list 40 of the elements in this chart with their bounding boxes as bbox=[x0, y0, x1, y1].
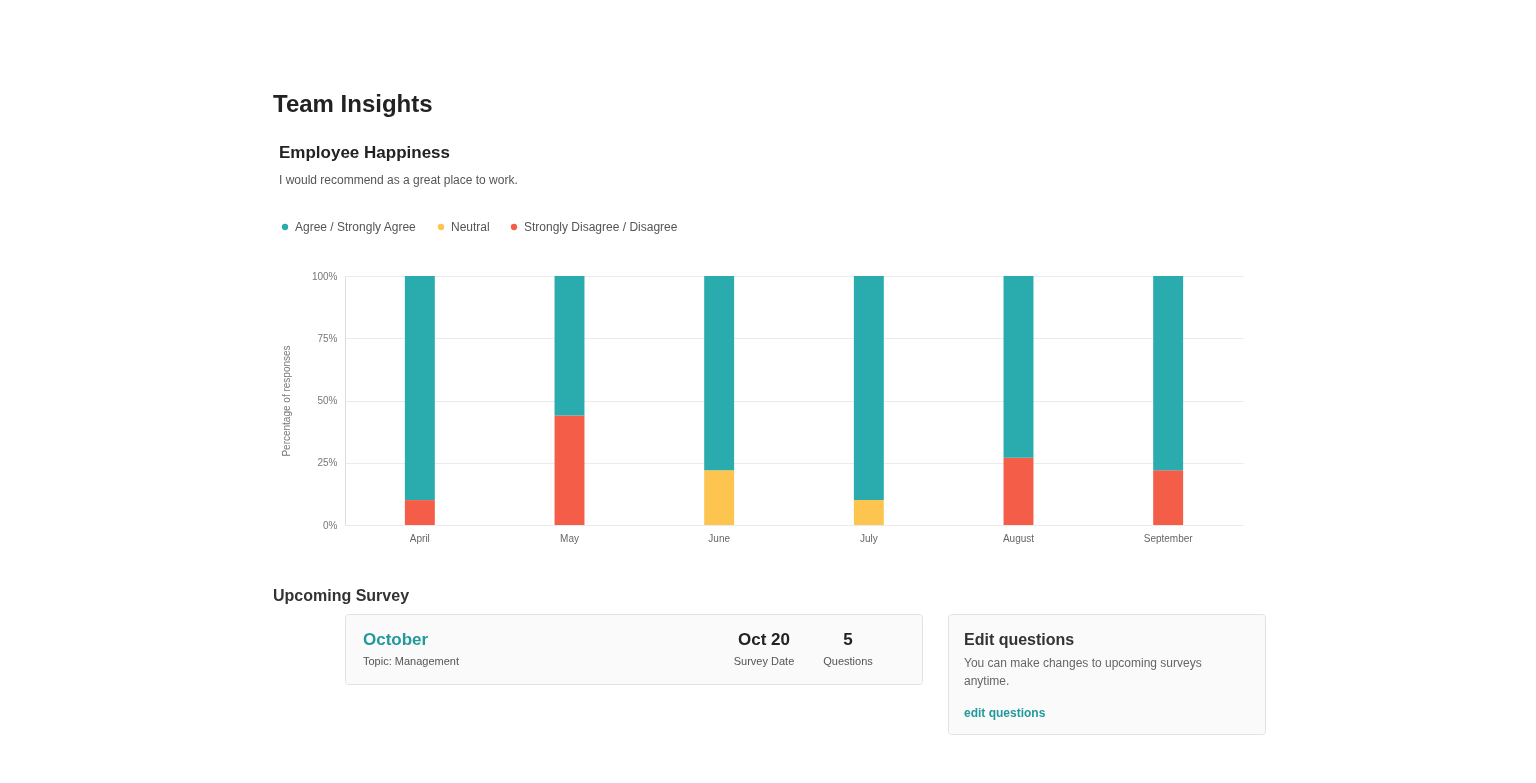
text: edit questions bbox=[964, 706, 1046, 720]
text: 5 bbox=[843, 630, 853, 649]
bar bbox=[404, 276, 435, 501]
y-axis-title: Percentage of responses bbox=[280, 345, 292, 457]
y-tick-label: 75% bbox=[317, 332, 338, 344]
text: Oct 20 bbox=[738, 630, 790, 649]
legend-label: Agree / Strongly Agree bbox=[295, 220, 417, 234]
y-tick-label: 0% bbox=[323, 519, 338, 531]
y-tick-label: 25% bbox=[317, 457, 338, 469]
bar bbox=[704, 470, 735, 525]
text: Questions bbox=[823, 655, 874, 667]
text: Upcoming Survey bbox=[273, 587, 410, 604]
text: Survey Date bbox=[733, 655, 795, 667]
text: Edit questions bbox=[964, 631, 1075, 648]
bar bbox=[853, 276, 884, 501]
bar bbox=[1003, 276, 1034, 458]
chart-subtitle: I would recommend as a great place to work. bbox=[279, 173, 518, 187]
legend-label: Strongly Disagree / Disagree bbox=[524, 220, 678, 234]
x-tick-label: May bbox=[560, 532, 579, 544]
bar bbox=[1153, 470, 1184, 525]
bar bbox=[554, 415, 585, 525]
chart-title: Employee Happiness bbox=[279, 143, 451, 162]
x-tick-label: June bbox=[708, 532, 731, 544]
y-tick-label: 100% bbox=[311, 270, 338, 282]
bar bbox=[404, 500, 435, 525]
text: Team Insights bbox=[273, 90, 433, 117]
text: Topic: Management bbox=[363, 655, 459, 667]
bar bbox=[1003, 457, 1034, 525]
legend-label: Neutral bbox=[451, 220, 490, 234]
text: October bbox=[363, 630, 429, 649]
x-tick-label: August bbox=[1002, 532, 1035, 544]
x-tick-label: July bbox=[859, 532, 878, 544]
y-tick-label: 50% bbox=[317, 395, 338, 406]
bar bbox=[554, 276, 585, 416]
bar bbox=[853, 500, 884, 525]
bar bbox=[704, 276, 735, 471]
text: You can make changes to upcoming surveys anytime. bbox=[964, 656, 1202, 688]
bar bbox=[1153, 276, 1184, 471]
x-tick-label: April bbox=[409, 532, 430, 544]
x-tick-label: September bbox=[1143, 532, 1194, 544]
